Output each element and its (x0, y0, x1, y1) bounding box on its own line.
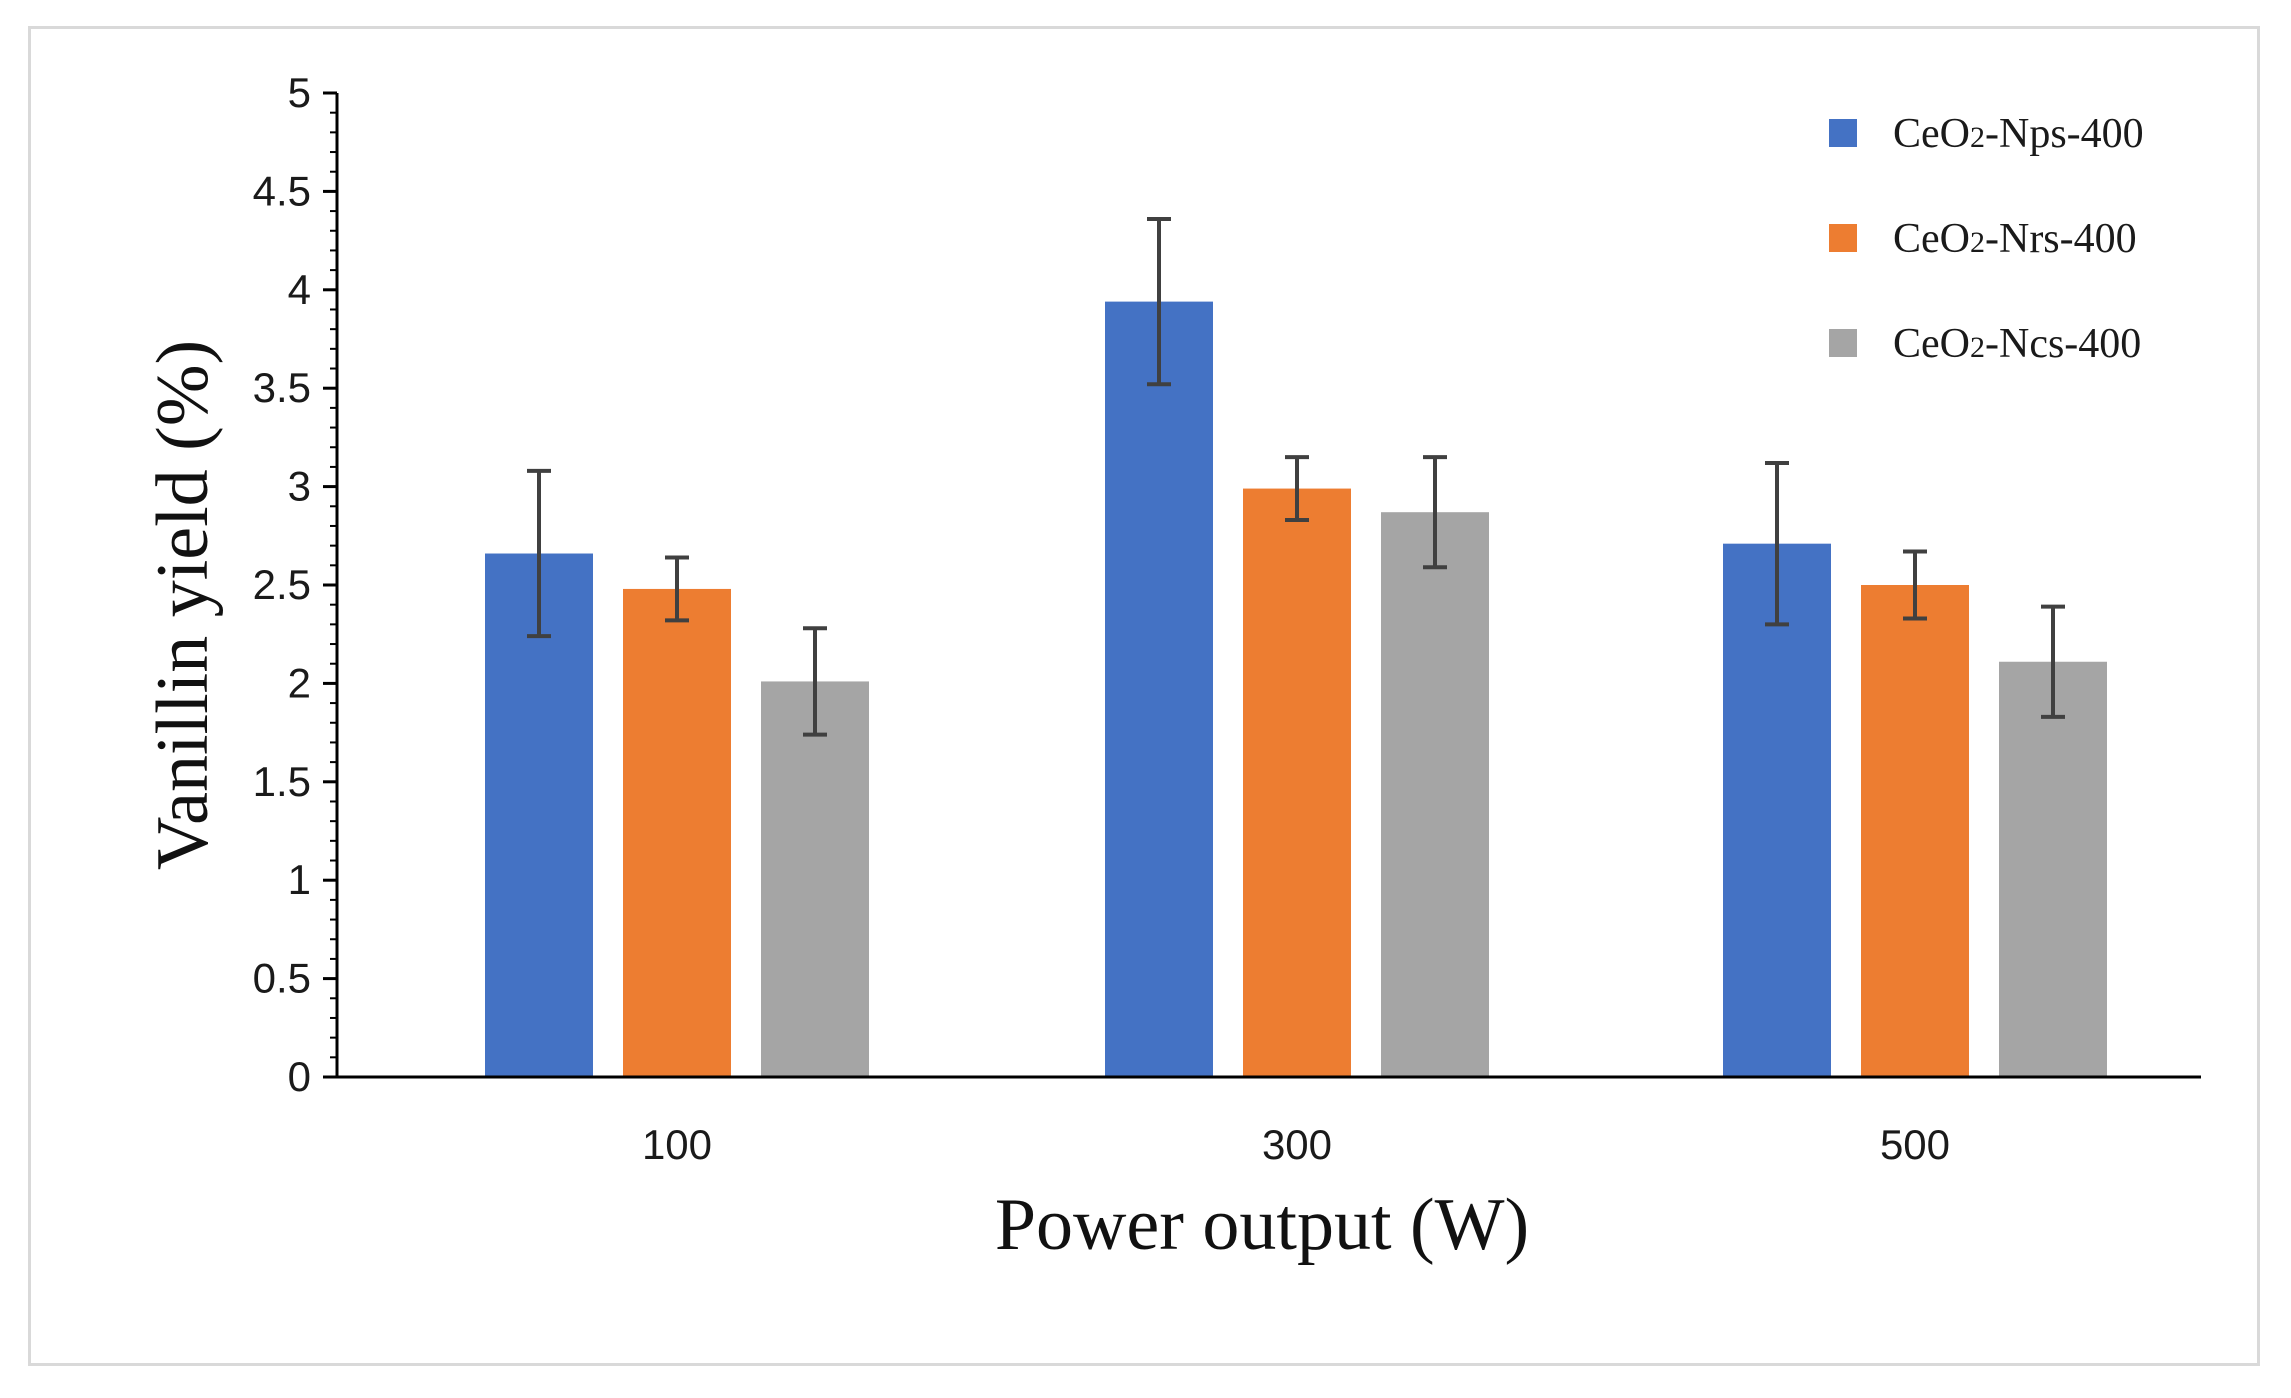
error-bar (527, 468, 551, 639)
legend-label: CeO2-Nrs-400 (1893, 216, 2137, 262)
y-tick-label: 5 (288, 69, 311, 116)
x-tick-label: 100 (642, 1121, 712, 1168)
bar (1861, 585, 1969, 1077)
bar (485, 553, 593, 1077)
legend-swatch (1829, 119, 1857, 147)
y-tick-label: 4 (288, 266, 311, 313)
y-axis-title: Vanillin yield (%) (142, 340, 224, 870)
bar (1999, 661, 2107, 1077)
chart-frame: 0 0.5 1 1.5 2 2.5 3 3.5 4 4.5 5 100 300 500 Power ou… (28, 26, 2260, 1366)
y-tick-label: 0 (288, 1053, 311, 1100)
bar-chart: 0 0.5 1 1.5 2 2.5 3 3.5 4 4.5 5 100 300 500 Power ou… (142, 69, 2201, 1266)
error-bar (1285, 455, 1309, 523)
bar (1243, 488, 1351, 1077)
y-tick-label: 2.5 (253, 561, 311, 608)
error-bar (803, 626, 827, 737)
y-tick-label: 3.5 (253, 364, 311, 411)
y-tick-label: 2 (288, 659, 311, 706)
x-axis-title: Power output (W) (995, 1184, 1529, 1266)
legend-swatch (1829, 224, 1857, 252)
y-tick-label: 1.5 (253, 758, 311, 805)
axes-layer (323, 91, 2201, 1079)
error-bar (1903, 549, 1927, 621)
x-tick-labels: 100 300 500 (642, 1121, 1950, 1168)
error-bar (1765, 460, 1789, 627)
legend-item: CeO2-Ncs-400 (1829, 321, 2141, 367)
y-tick-label: 4.5 (253, 167, 311, 214)
legend-swatch (1829, 329, 1857, 357)
legend: CeO2-Nps-400 CeO2-Nrs-400 CeO2-Ncs-400 (1829, 111, 2144, 367)
bar (761, 681, 869, 1077)
error-bars-layer (527, 216, 2065, 737)
y-tick-label: 3 (288, 463, 311, 510)
bars-layer (485, 301, 2107, 1077)
bar (1723, 543, 1831, 1077)
y-tick-label: 0.5 (253, 955, 311, 1002)
x-tick-label: 500 (1880, 1121, 1950, 1168)
x-tick-label: 300 (1262, 1121, 1332, 1168)
error-bar (2041, 604, 2065, 719)
bar (1381, 512, 1489, 1077)
y-tick-labels: 0 0.5 1 1.5 2 2.5 3 3.5 4 4.5 5 (253, 69, 311, 1100)
bar (1105, 301, 1213, 1077)
bar (623, 588, 731, 1077)
legend-item: CeO2-Nps-400 (1829, 111, 2144, 157)
error-bar (665, 555, 689, 623)
error-bar (1423, 455, 1447, 570)
legend-item: CeO2-Nrs-400 (1829, 216, 2137, 262)
legend-label: CeO2-Ncs-400 (1893, 321, 2141, 367)
legend-label: CeO2-Nps-400 (1893, 111, 2144, 157)
y-tick-label: 1 (288, 856, 311, 903)
error-bar (1147, 216, 1171, 387)
